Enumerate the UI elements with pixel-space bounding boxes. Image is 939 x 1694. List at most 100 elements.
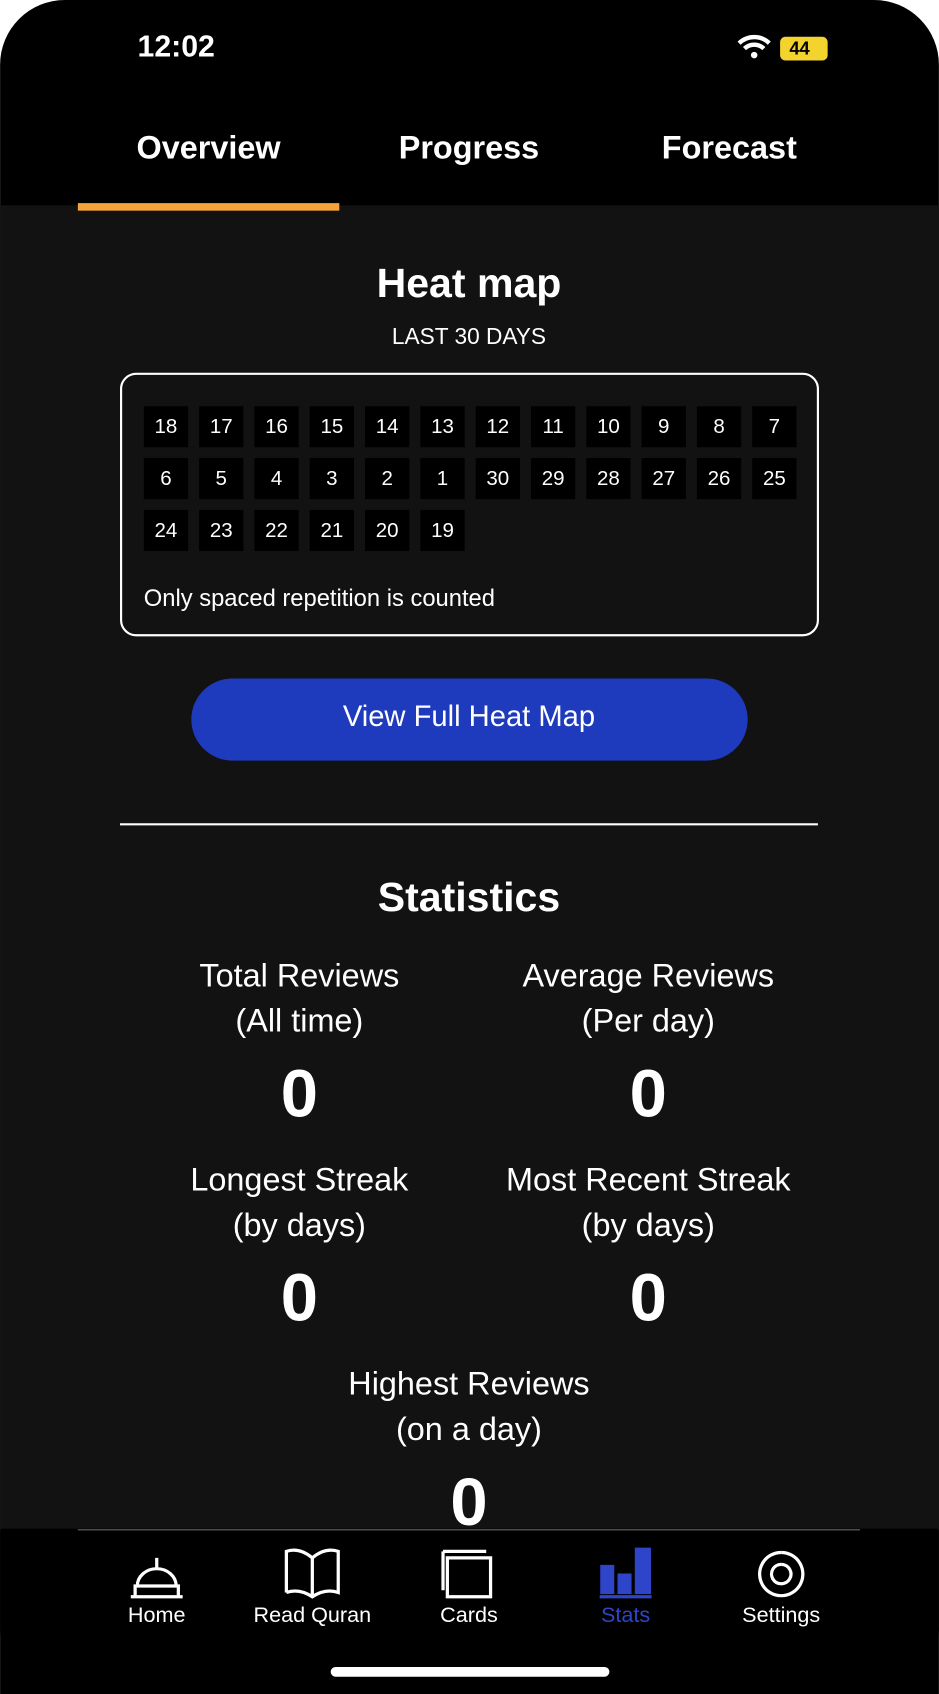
heatmap-cell — [199, 458, 244, 500]
heatmap-cell — [586, 406, 631, 448]
heatmap-box — [120, 372, 819, 637]
stat-value: 0 — [281, 1261, 318, 1336]
heatmap-day: 26 — [708, 467, 731, 490]
heatmap-cell — [530, 406, 576, 448]
heatmap-cell — [641, 458, 686, 500]
tab[interactable]: Progress — [399, 130, 540, 166]
wifi-icon — [737, 34, 771, 51]
heatmap-cell — [641, 406, 686, 448]
stat-sublabel: (by days) — [582, 1207, 715, 1243]
heatmap-day: 12 — [486, 415, 509, 438]
view-full-heatmap-button[interactable] — [191, 678, 748, 761]
wifi-dot — [750, 51, 758, 59]
heatmap-cell — [143, 406, 189, 448]
stat-value: 0 — [450, 1465, 487, 1540]
heatmap-day: 15 — [320, 415, 343, 438]
statistics-title: Statistics — [378, 874, 561, 920]
heatmap-cell — [475, 406, 520, 448]
heatmap-day: 13 — [431, 415, 454, 438]
nav-label[interactable]: Read Quran — [253, 1602, 371, 1627]
heatmap-day: 1 — [437, 467, 448, 490]
button-label[interactable]: View Full Heat Map — [343, 701, 595, 733]
heatmap-day: 9 — [658, 415, 669, 438]
home-indicator — [330, 1666, 610, 1677]
nav-icon[interactable] — [599, 1547, 652, 1599]
stat-label: Highest Reviews — [348, 1366, 589, 1402]
heatmap-cell — [309, 458, 355, 500]
heatmap-cell — [586, 458, 631, 500]
nav-icon[interactable] — [441, 1549, 493, 1599]
heatmap-day: 30 — [486, 467, 509, 490]
heatmap-day: 2 — [381, 467, 392, 490]
heatmap-day: 18 — [155, 415, 178, 438]
heatmap-cell — [254, 509, 299, 551]
heatmap-day: 27 — [652, 467, 675, 490]
stat-sublabel: (Per day) — [582, 1003, 715, 1039]
stat-sublabel: (on a day) — [396, 1411, 542, 1447]
stat-value: 0 — [630, 1261, 667, 1336]
status-time: 12:02 — [137, 31, 214, 64]
heatmap-day: 20 — [376, 519, 399, 542]
heatmap-cell — [696, 458, 742, 500]
stat-value: 0 — [281, 1056, 318, 1131]
heatmap-day: 23 — [210, 519, 233, 542]
nav-icon[interactable] — [130, 1557, 183, 1599]
stat-value: 0 — [630, 1056, 667, 1131]
stat-label: Total Reviews — [199, 957, 399, 993]
heatmap-cell — [420, 509, 465, 551]
heatmap-cell — [475, 458, 520, 500]
tab[interactable]: Overview — [137, 130, 282, 166]
heatmap-note: Only spaced repetition is counted — [144, 585, 495, 612]
nav-label[interactable]: Stats — [601, 1602, 650, 1627]
heatmap-cell — [752, 458, 797, 500]
nav-label[interactable]: Cards — [440, 1602, 498, 1627]
heatmap-day: 17 — [210, 415, 233, 438]
nav-icon[interactable] — [284, 1548, 340, 1599]
heatmap-day: 4 — [271, 467, 282, 490]
stat-label: Most Recent Streak — [506, 1161, 791, 1197]
heatmap-title: Heat map — [377, 260, 562, 306]
stat-label: Average Reviews — [523, 957, 775, 993]
nav-label[interactable]: Home — [128, 1602, 186, 1627]
heatmap-cell — [254, 406, 299, 448]
heatmap-cell — [143, 509, 189, 551]
heatmap-day: 6 — [160, 467, 171, 490]
heatmap-cell — [420, 406, 465, 448]
heatmap-cell — [143, 458, 189, 500]
heatmap-subtitle: LAST 30 DAYS — [392, 323, 546, 349]
heatmap-cell — [696, 406, 742, 448]
stat-sublabel: (All time) — [235, 1003, 363, 1039]
heatmap-cell — [365, 406, 410, 448]
heatmap-cell — [309, 509, 355, 551]
heatmap-day: 19 — [431, 519, 454, 542]
heatmap-day: 29 — [542, 467, 565, 490]
heatmap-day: 25 — [763, 467, 786, 490]
heatmap-day: 7 — [769, 415, 780, 438]
heatmap-day: 16 — [265, 415, 288, 438]
battery-icon — [780, 36, 828, 61]
heatmap-cell — [420, 458, 465, 500]
heatmap-day: 21 — [320, 519, 343, 542]
tab[interactable]: Forecast — [662, 130, 797, 166]
heatmap-day: 22 — [265, 519, 288, 542]
heatmap-day: 11 — [542, 415, 563, 438]
nav-icon[interactable] — [758, 1550, 805, 1598]
heatmap-cell — [530, 458, 576, 500]
heatmap-day: 3 — [326, 467, 337, 490]
heatmap-cell — [365, 509, 410, 551]
content-background — [0, 205, 939, 1529]
heatmap-day: 5 — [216, 467, 227, 490]
stat-label: Longest Streak — [190, 1161, 409, 1197]
battery-level: 44 — [789, 38, 810, 59]
heatmap-cell — [254, 458, 299, 500]
heatmap-cell — [752, 406, 797, 448]
heatmap-cell — [309, 406, 355, 448]
nav-label[interactable]: Settings — [742, 1602, 820, 1627]
heatmap-cell — [365, 458, 410, 500]
heatmap-day: 8 — [713, 415, 724, 438]
heatmap-day: 14 — [376, 415, 399, 438]
heatmap-day: 28 — [597, 467, 620, 490]
heatmap-cell — [199, 509, 244, 551]
